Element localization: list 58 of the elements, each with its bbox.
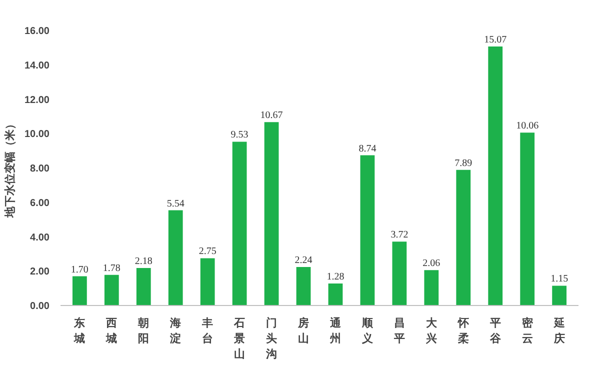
- data-label: 2.24: [294, 255, 312, 266]
- x-tick-label: 朝阳: [137, 316, 150, 346]
- data-label: 5.54: [166, 198, 184, 210]
- x-tick-label: 石景山: [233, 316, 246, 361]
- bar: [264, 122, 279, 306]
- bar: [456, 170, 471, 306]
- x-tick-label: 延庆: [552, 316, 565, 346]
- data-label: 10.67: [260, 110, 283, 122]
- y-tick-label: 14.00: [24, 60, 50, 72]
- y-tick-label: 4.00: [30, 232, 50, 244]
- data-label: 1.28: [326, 272, 344, 282]
- bar: [136, 268, 151, 306]
- bar: [168, 210, 183, 306]
- data-label: 2.18: [134, 256, 152, 268]
- bar: [232, 142, 247, 306]
- data-label: 8.74: [358, 143, 376, 154]
- y-tick-label: 10.00: [24, 129, 50, 140]
- x-tick-label: 密云: [522, 316, 534, 346]
- x-tick-label: 西城: [105, 316, 118, 346]
- x-tick-label: 门头沟: [265, 316, 278, 361]
- data-label: 1.15: [550, 274, 568, 285]
- y-tick-label: 6.00: [30, 198, 50, 209]
- data-label: 2.75: [198, 246, 216, 258]
- data-label: 15.07: [484, 34, 507, 46]
- bar: [488, 46, 503, 306]
- bar: [424, 270, 439, 306]
- bar: [200, 258, 215, 306]
- x-tick-label: 海淀: [169, 316, 182, 346]
- data-label: 3.72: [390, 230, 408, 241]
- x-tick-label: 平谷: [488, 316, 502, 346]
- data-label: 2.06: [422, 258, 440, 270]
- y-tick-label: 12.00: [24, 94, 50, 106]
- x-tick-label: 东城: [73, 316, 86, 346]
- y-tick-label: 0.00: [30, 301, 50, 312]
- bar: [104, 274, 119, 306]
- x-tick-label: 大兴: [424, 316, 438, 346]
- x-tick-label: 怀柔: [456, 316, 470, 346]
- x-tick-label: 顺义: [360, 316, 374, 346]
- bar: [552, 286, 567, 306]
- data-label: 10.06: [516, 120, 539, 132]
- bar: [520, 132, 535, 306]
- bar: [296, 267, 311, 306]
- x-tick-label: 房山: [297, 316, 310, 346]
- bar: [328, 284, 343, 306]
- x-tick-label: 通州: [328, 316, 342, 346]
- y-tick-label: 16.00: [24, 26, 50, 37]
- bar: [392, 242, 407, 306]
- x-tick-label: 昌平: [392, 316, 405, 346]
- data-label: 1.78: [102, 262, 120, 274]
- y-tick-label: 8.00: [30, 164, 50, 174]
- y-axis-title: 地下水位变幅（米）: [3, 118, 16, 218]
- data-label: 1.70: [70, 264, 88, 276]
- bar: [72, 276, 87, 306]
- y-tick-label: 2.00: [30, 266, 50, 278]
- bar: [360, 155, 375, 306]
- x-tick-label: 丰台: [201, 316, 214, 346]
- data-label: 9.53: [230, 130, 248, 141]
- data-label: 7.89: [454, 158, 472, 169]
